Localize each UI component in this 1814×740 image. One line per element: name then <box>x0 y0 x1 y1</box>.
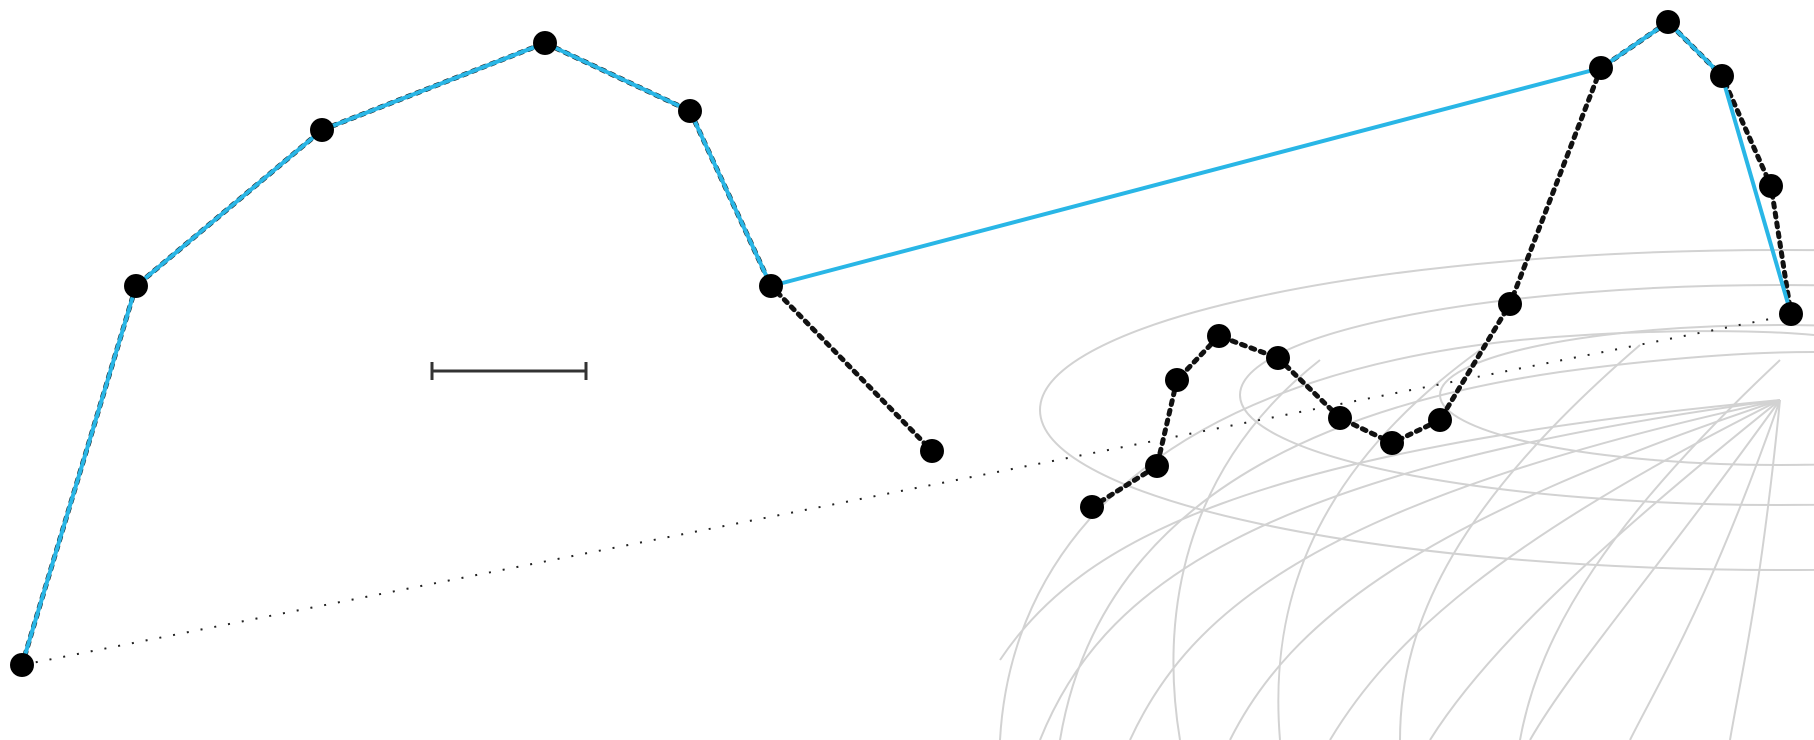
route-node <box>1380 431 1404 455</box>
globe-meridian <box>1172 359 1321 740</box>
globe-meridian <box>1529 399 1781 740</box>
globe-meridian <box>1519 359 1781 740</box>
globe-meridian <box>999 399 1781 661</box>
route-node <box>1759 174 1783 198</box>
route-node <box>1145 454 1169 478</box>
route-node <box>310 118 334 142</box>
route-nodes <box>10 10 1803 677</box>
route-node <box>678 99 702 123</box>
route-node <box>1328 406 1352 430</box>
scale-bar <box>430 362 588 380</box>
globe-meridian <box>1329 399 1781 740</box>
globe-meridian <box>1429 399 1781 740</box>
black-dotted-route-left <box>19 40 935 668</box>
route-node <box>759 274 783 298</box>
route-node <box>10 653 34 677</box>
globe-parallel <box>1439 324 1814 466</box>
route-node <box>1207 324 1231 348</box>
globe-meridian <box>1629 399 1781 740</box>
route-node <box>533 31 557 55</box>
globe-meridian <box>1399 344 1641 740</box>
route-node <box>1428 408 1452 432</box>
route-node <box>1266 346 1290 370</box>
route-node <box>920 439 944 463</box>
globe-meridian <box>1277 349 1481 740</box>
globe-parallel <box>1239 284 1814 506</box>
globe-meridian <box>1729 399 1781 740</box>
cyan-solid-route <box>20 20 1793 666</box>
route-node <box>124 274 148 298</box>
route-node <box>1498 292 1522 316</box>
globe-parallel <box>1059 351 1814 740</box>
route-node <box>1080 495 1104 519</box>
route-node <box>1710 64 1734 88</box>
globe-parallel <box>1039 249 1814 571</box>
route-node <box>1779 302 1803 326</box>
globe-meridian <box>1229 399 1781 740</box>
route-node <box>1656 10 1680 34</box>
route-node <box>1589 56 1613 80</box>
route-node <box>1165 368 1189 392</box>
wireframe-globe <box>999 249 1814 740</box>
fine-dotted-baseline <box>21 314 1791 666</box>
globe-outline <box>999 330 1814 740</box>
globe-meridian <box>1039 399 1781 740</box>
